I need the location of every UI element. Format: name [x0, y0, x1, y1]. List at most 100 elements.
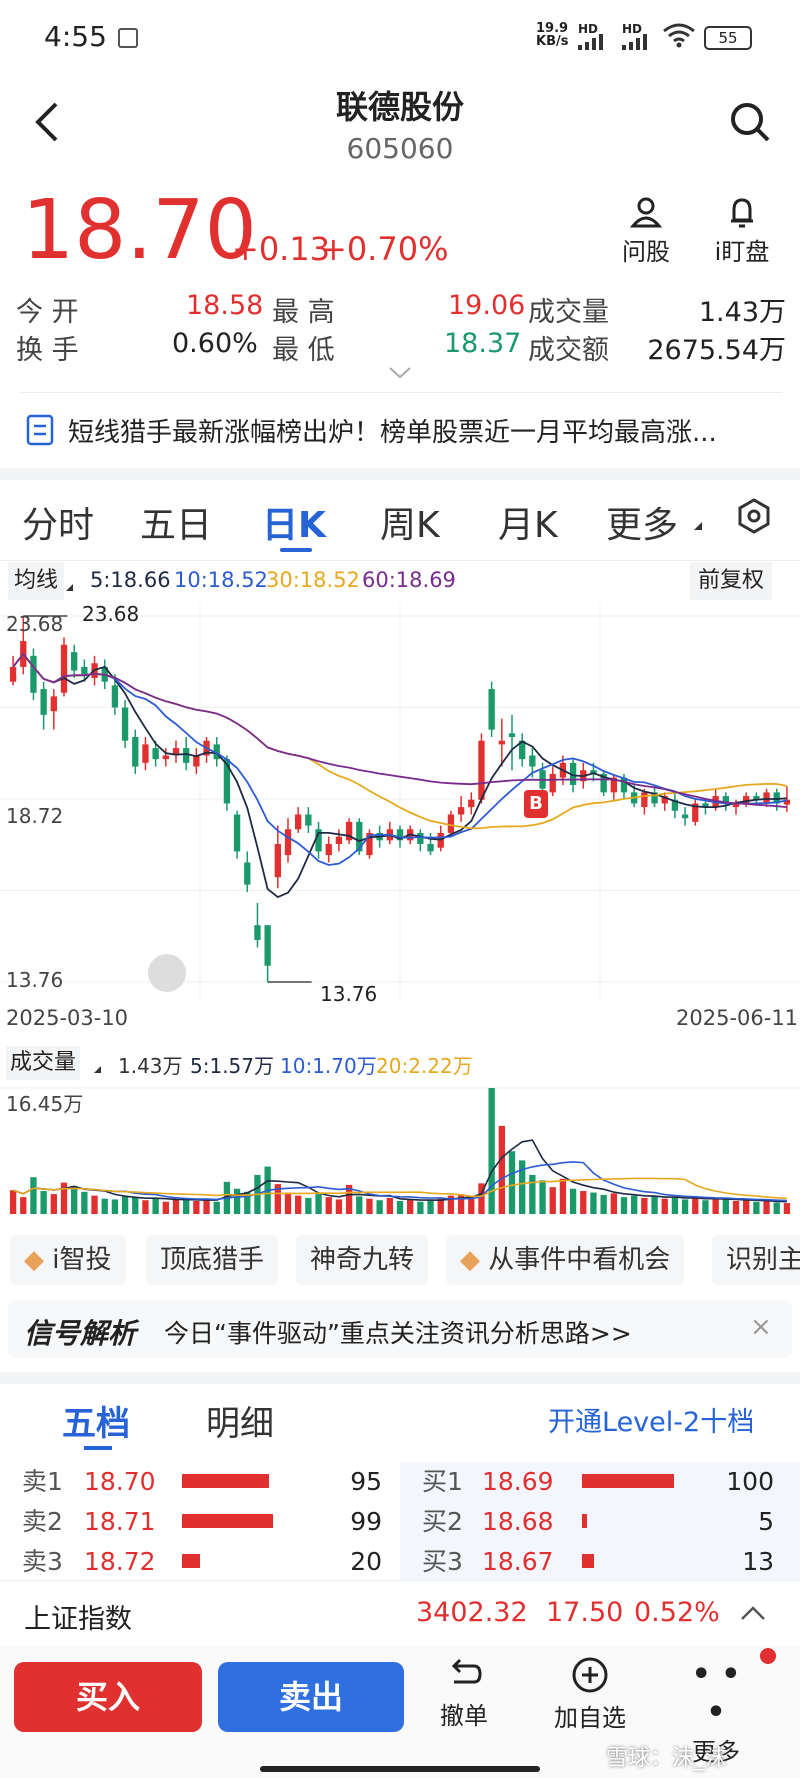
candle-body — [783, 799, 791, 805]
buy-row-1[interactable]: 买1 18.69 100 — [422, 1462, 774, 1502]
volume-bar — [152, 1198, 159, 1214]
document-icon — [26, 414, 54, 446]
sell-button[interactable]: 卖出 — [218, 1662, 404, 1732]
index-pct: 0.52% — [634, 1597, 720, 1628]
candle-body — [295, 814, 302, 830]
close-icon[interactable]: × — [750, 1312, 772, 1342]
volume-bar — [783, 1203, 791, 1214]
chip-identify[interactable]: 识别主 — [712, 1235, 800, 1285]
price-change-pct: +0.70% — [320, 230, 449, 268]
chip-top-bottom[interactable]: 顶底猎手 — [146, 1235, 279, 1285]
chip-nine-turn[interactable]: 神奇九转 — [296, 1235, 429, 1285]
tab-timeshare[interactable]: 分时 — [22, 505, 95, 546]
volume-bar — [183, 1197, 190, 1214]
ask-stock-button[interactable]: 问股 — [614, 196, 678, 267]
sell-row-1[interactable]: 卖1 18.70 95 — [22, 1462, 382, 1502]
ob-qty: 20 — [350, 1547, 382, 1576]
candle-body — [661, 796, 668, 804]
buy-row-3[interactable]: 买3 18.67 13 — [422, 1542, 774, 1580]
expand-chevron-icon[interactable] — [388, 366, 412, 380]
tab-detail[interactable]: 明细 — [206, 1404, 274, 1444]
search-icon[interactable] — [728, 100, 772, 144]
candle-body — [569, 762, 577, 785]
buy-row-2[interactable]: 买2 18.68 5 — [422, 1502, 774, 1542]
volume-bar — [478, 1183, 485, 1214]
volume-bar — [40, 1191, 47, 1214]
vol-ma20: 20:2.22万 — [376, 1054, 473, 1078]
level2-link[interactable]: 开通Level-2十档 — [548, 1407, 755, 1438]
candle-body — [743, 796, 750, 804]
candle-body — [722, 796, 729, 804]
signal-icon: HD — [578, 22, 599, 36]
stat-value: 1.43万 — [698, 297, 786, 328]
add-watchlist-button[interactable]: 加自选 — [550, 1656, 630, 1733]
cancel-order-button[interactable]: 撤单 — [434, 1656, 494, 1731]
volume-bar — [386, 1197, 393, 1214]
candle-body — [692, 803, 699, 822]
volume-bar — [60, 1182, 68, 1214]
index-bar[interactable]: 上证指数 3402.32 17.50 0.52% — [0, 1580, 800, 1647]
sell-row-2[interactable]: 卖2 18.71 99 — [22, 1502, 382, 1542]
back-icon[interactable] — [32, 100, 62, 144]
volume-bar — [407, 1199, 414, 1214]
candle-body — [284, 829, 292, 856]
ma-selector[interactable]: 均线 — [8, 562, 65, 600]
news-banner[interactable]: 短线猎手最新涨幅榜出炉！榜单股票近一月平均最高涨... — [24, 408, 784, 452]
buy-button[interactable]: 买入 — [14, 1662, 202, 1732]
ob-price: 18.71 — [84, 1507, 156, 1536]
candle-body — [9, 666, 17, 682]
ob-label: 卖3 — [22, 1547, 63, 1576]
candle-body — [610, 777, 617, 793]
tab-weekly-k[interactable]: 周K — [380, 505, 440, 546]
volume-bar — [233, 1188, 241, 1214]
candle-body — [193, 755, 200, 767]
page-title: 联德股份 — [335, 88, 464, 126]
candle-body — [590, 770, 597, 774]
ma10-value: 10:18.52 — [174, 568, 268, 592]
ob-label: 卖1 — [22, 1467, 63, 1496]
ma60-value: 60:18.69 — [362, 568, 456, 592]
candle-body — [702, 803, 709, 808]
tab-daily-k[interactable]: 日K — [262, 505, 326, 546]
volume-bar — [91, 1195, 98, 1214]
status-bar: 4:55 19.9 KB/s HD HD 55 — [0, 0, 800, 70]
adjust-selector[interactable]: 前复权 — [690, 562, 773, 600]
more-dots-icon: • • • — [691, 1657, 741, 1730]
volume-chart[interactable]: 16.45万 — [0, 1084, 800, 1216]
kline-chart[interactable]: 23.68 18.72 13.76 23.68 13.76 B — [0, 602, 800, 1006]
tab-five-day[interactable]: 五日 — [140, 505, 213, 546]
signal2-icon: HD — [622, 22, 643, 36]
index-name: 上证指数 — [24, 1604, 132, 1635]
x-end-label: 2025-06-11 — [676, 1006, 799, 1030]
candle-body — [773, 792, 780, 804]
ob-bar — [582, 1474, 674, 1488]
volume-bar — [681, 1199, 689, 1214]
settings-icon[interactable] — [736, 498, 772, 534]
ob-price: 18.70 — [84, 1467, 156, 1496]
candle-body — [60, 644, 68, 693]
volume-bar — [121, 1195, 129, 1214]
signal-banner[interactable]: 信号解析 今日“事件驱动”重点关注资讯分析思路>> × — [8, 1300, 792, 1358]
candle-body — [233, 814, 241, 852]
candle-body — [335, 836, 343, 845]
candle-body — [121, 707, 129, 741]
watch-button[interactable]: i盯盘 — [700, 196, 784, 267]
watermark: 雪球：沫_沫 — [606, 1746, 728, 1771]
tab-monthly-k[interactable]: 月K — [498, 505, 558, 546]
volume-bar — [244, 1191, 251, 1214]
tab-more[interactable]: 更多 — [606, 505, 679, 546]
candle-body — [356, 821, 363, 852]
cancel-order-label: 撤单 — [440, 1702, 488, 1730]
volume-bar — [498, 1125, 505, 1214]
volume-bar — [427, 1200, 434, 1214]
chip-event[interactable]: ◆ 从事件中看机会 — [446, 1235, 685, 1285]
tab-five-levels[interactable]: 五档 — [62, 1404, 130, 1444]
sell-row-3[interactable]: 卖3 18.72 20 — [22, 1542, 382, 1580]
chevron-up-icon[interactable] — [740, 1605, 766, 1621]
candle-body — [753, 796, 760, 800]
chip-ai-invest[interactable]: ◆ i智投 — [10, 1235, 126, 1285]
buy-marker[interactable]: B — [524, 790, 548, 818]
more-button[interactable]: • • • 更多 — [682, 1656, 750, 1767]
vol-ma10: 10:1.70万 — [280, 1054, 377, 1078]
volume-selector[interactable]: 成交量 — [6, 1046, 81, 1080]
